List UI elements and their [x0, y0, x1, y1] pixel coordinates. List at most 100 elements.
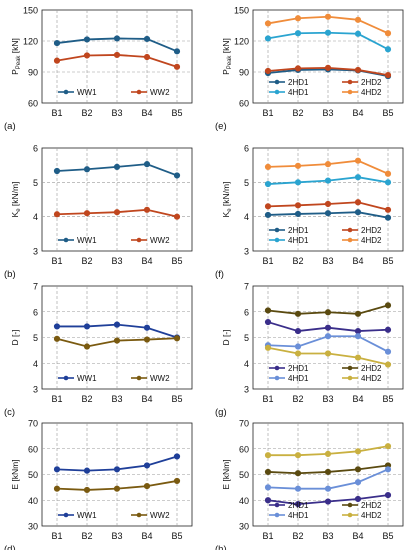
x-tick-label: B4 — [141, 394, 152, 404]
legend-label: WW1 — [77, 511, 97, 520]
panel-f: 3 4 5 6 B1 B2 B3 B4 B5 Ke [kN/m] (f) 2HD1 2HD2 4HD1 4H… — [215, 144, 404, 280]
y-axis-label: Ke [kN/m] — [221, 182, 233, 218]
panel-label: (f) — [215, 269, 224, 280]
legend-label: 2HD2 — [361, 78, 382, 87]
panel-label: (b) — [4, 269, 16, 280]
legend-label: WW2 — [150, 236, 170, 245]
data-point-4HD1 — [354, 333, 362, 340]
legend-label: 2HD1 — [288, 78, 309, 87]
data-point-WW1 — [113, 35, 121, 42]
legend-swatch-marker — [136, 89, 142, 95]
data-point-2HD2 — [264, 203, 272, 210]
data-point-WW1 — [143, 161, 151, 168]
data-point-WW2 — [113, 485, 121, 492]
data-point-4HD2 — [324, 450, 332, 457]
y-tick-label: 150 — [23, 6, 38, 16]
data-point-4HD1 — [354, 30, 362, 37]
data-point-4HD2 — [324, 13, 332, 20]
y-axis-label-main: E — [221, 484, 231, 490]
legend-swatch-marker — [274, 237, 280, 243]
data-point-2HD2 — [294, 470, 302, 477]
data-point-2HD1 — [294, 327, 302, 335]
legend-swatch-marker — [136, 512, 142, 518]
y-axis-label-unit: [kN/m] — [10, 182, 20, 209]
legend-label: 2HD2 — [361, 226, 382, 235]
data-point-4HD1 — [294, 179, 302, 186]
data-point-2HD2 — [324, 64, 332, 71]
legend-swatch-marker — [274, 375, 280, 381]
data-point-4HD2 — [384, 30, 392, 37]
legend-swatch-marker — [347, 502, 353, 508]
data-point-2HD2 — [264, 67, 272, 75]
x-tick-label: B3 — [322, 108, 333, 118]
data-point-4HD2 — [264, 452, 272, 459]
legend-label: 4HD2 — [361, 88, 382, 97]
legend-label: 4HD1 — [288, 511, 309, 520]
x-tick-label: B2 — [81, 531, 92, 541]
data-point-2HD1 — [354, 209, 362, 216]
y-tick-label: 60 — [239, 444, 249, 454]
data-point-2HD1 — [264, 497, 272, 504]
x-tick-label: B2 — [292, 531, 303, 541]
data-point-2HD2 — [264, 307, 272, 314]
data-point-WW2 — [173, 477, 181, 485]
y-axis-label-sub: e — [227, 208, 233, 212]
data-point-4HD2 — [294, 350, 302, 357]
y-tick-label: 3 — [244, 385, 249, 395]
data-point-2HD1 — [354, 327, 362, 335]
data-point-WW1 — [113, 163, 121, 170]
data-point-WW1 — [83, 166, 91, 173]
data-point-4HD2 — [294, 162, 302, 169]
panel-g: 3 4 5 6 7 B1 B2 B3 B4 B5 D [-] (g) 2HD1 2HD2 4HD1 4HD2 — [215, 282, 404, 418]
y-tick-label: 70 — [28, 419, 38, 429]
x-tick-label: B4 — [352, 108, 363, 118]
x-tick-label: B5 — [382, 394, 393, 404]
y-axis-label-sub: Peak — [16, 55, 22, 70]
x-tick-label: B3 — [111, 531, 122, 541]
data-point-2HD1 — [324, 210, 332, 217]
y-tick-label: 4 — [244, 359, 249, 369]
data-point-4HD2 — [324, 350, 332, 357]
data-point-4HD1 — [354, 479, 362, 486]
data-point-4HD2 — [294, 452, 302, 459]
y-tick-label: 4 — [33, 212, 38, 222]
y-tick-label: 90 — [239, 68, 249, 78]
panel-label: (d) — [4, 544, 16, 550]
x-tick-label: B2 — [292, 394, 303, 404]
y-tick-label: 4 — [33, 359, 38, 369]
data-point-2HD2 — [324, 309, 332, 316]
y-axis-label-unit: [kN/m] — [221, 182, 231, 209]
y-tick-label: 6 — [244, 144, 249, 154]
data-point-WW1 — [143, 324, 151, 331]
y-tick-label: 60 — [28, 99, 38, 109]
data-point-4HD2 — [264, 20, 272, 27]
data-point-4HD1 — [384, 466, 392, 473]
y-tick-label: 4 — [244, 212, 249, 222]
data-point-4HD2 — [354, 448, 362, 455]
data-point-WW1 — [53, 323, 61, 330]
x-tick-label: B2 — [81, 108, 92, 118]
data-point-WW2 — [173, 63, 181, 70]
legend-label: 2HD1 — [288, 226, 309, 235]
legend-swatch-marker — [136, 375, 142, 381]
x-tick-label: B2 — [81, 256, 92, 266]
legend-label: 4HD1 — [288, 88, 309, 97]
data-point-2HD2 — [384, 206, 392, 213]
legend-label: WW1 — [77, 374, 97, 383]
y-tick-label: 60 — [239, 99, 249, 109]
data-point-4HD2 — [264, 344, 272, 351]
x-tick-label: B3 — [322, 531, 333, 541]
y-tick-label: 6 — [33, 307, 38, 317]
x-tick-label: B2 — [292, 256, 303, 266]
panel-c: 3 4 5 6 7 B1 B2 B3 B4 B5 D [-] (c) WW1 WW2 — [4, 282, 193, 418]
data-point-WW2 — [143, 482, 151, 490]
data-point-2HD1 — [294, 210, 302, 218]
legend-swatch-marker — [274, 512, 280, 518]
data-point-4HD2 — [324, 161, 332, 168]
data-point-2HD2 — [354, 66, 362, 74]
data-point-2HD1 — [384, 214, 392, 221]
y-axis-label: PPeak [kN] — [10, 38, 22, 75]
x-tick-label: B1 — [262, 256, 273, 266]
data-point-4HD2 — [354, 157, 362, 164]
